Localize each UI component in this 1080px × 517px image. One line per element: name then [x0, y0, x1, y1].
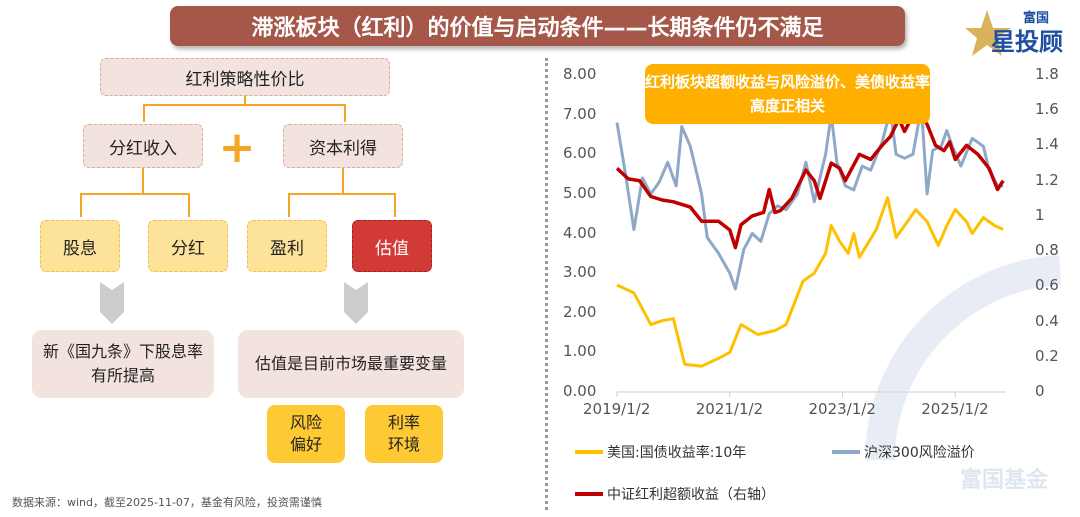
svg-text:富国: 富国 [1023, 10, 1049, 26]
y-right-tick: 1.6 [1035, 100, 1059, 119]
legend-item: 美国:国债收益率:10年 [575, 442, 746, 462]
watermark: 富国基金 [960, 468, 1049, 493]
y-right-tick: 0.8 [1035, 241, 1059, 260]
legend-swatch [832, 450, 860, 454]
legend-label: 美国:国债收益率:10年 [607, 445, 747, 461]
dividend-node: 分红 [148, 220, 228, 272]
chart-callout: 红利板块超额收益与风险溢价、美债收益率高度正相关 [645, 64, 930, 124]
y-left-tick: 2.00 [563, 302, 597, 321]
valuation-node: 估值 [352, 220, 432, 272]
x-tick: 2019/1/2 [583, 400, 651, 418]
series-line-1 [615, 105, 1004, 291]
legend-item: 中证红利超额收益（右轴） [575, 484, 775, 504]
legend-item: 沪深300风险溢价 [832, 442, 975, 462]
y-right-tick: 1.8 [1035, 65, 1059, 83]
y-left-tick: 7.00 [563, 104, 597, 123]
x-tick: 2023/1/2 [808, 400, 876, 418]
y-left-tick: 3.00 [563, 263, 597, 282]
series-line-0 [616, 196, 1004, 368]
y-left-tick: 0.00 [563, 382, 597, 400]
dividend-income-node: 分红收入 [83, 124, 203, 168]
note-right: 估值是目前市场最重要变量 [238, 330, 464, 398]
earnings-node: 盈利 [247, 220, 327, 272]
y-left-tick: 5.00 [563, 183, 597, 202]
x-tick: 2021/1/2 [695, 400, 764, 418]
dividend-yield-node: 股息 [40, 220, 120, 272]
y-right-tick: 1.4 [1035, 135, 1059, 154]
y-right-tick: 1.2 [1035, 170, 1059, 189]
y-left-tick: 1.00 [563, 342, 597, 361]
legend-label: 沪深300风险溢价 [864, 445, 975, 461]
star-icon [965, 10, 1011, 56]
data-source: 数据来源：wind，截至2025-11-07，基金有风险，投资需谨慎 [12, 496, 322, 509]
y-right-tick: 0.6 [1035, 276, 1059, 295]
note-left: 新《国九条》下股息率有所提高 [32, 330, 214, 398]
svg-text:星投顾: 星投顾 [991, 28, 1063, 56]
legend-swatch [575, 450, 603, 454]
legend-swatch [575, 492, 603, 496]
page-title: 滞涨板块（红利）的价值与启动条件——长期条件仍不满足 [170, 6, 905, 46]
brand-logo: 富国 星投顾 [965, 10, 1063, 56]
divider [545, 58, 548, 510]
legend-label: 中证红利超额收益（右轴） [607, 487, 775, 503]
rate-environment-node: 利率环境 [365, 405, 443, 463]
y-right-tick: 0.2 [1035, 346, 1059, 365]
y-left-tick: 8.00 [563, 65, 597, 83]
risk-appetite-node: 风险偏好 [267, 405, 345, 463]
x-tick: 2025/1/2 [921, 400, 989, 418]
y-right-tick: 0 [1035, 382, 1045, 400]
down-arrow-icon [344, 282, 368, 324]
y-left-tick: 4.00 [563, 223, 597, 242]
capital-gain-node: 资本利得 [283, 124, 403, 168]
series-line-2 [615, 108, 1005, 250]
y-right-tick: 0.4 [1035, 311, 1059, 330]
down-arrow-icon [100, 282, 124, 324]
root-node: 红利策略性价比 [100, 58, 390, 96]
watermark-arc [864, 255, 1061, 461]
y-left-tick: 6.00 [563, 144, 597, 163]
y-right-tick: 1 [1035, 205, 1045, 224]
